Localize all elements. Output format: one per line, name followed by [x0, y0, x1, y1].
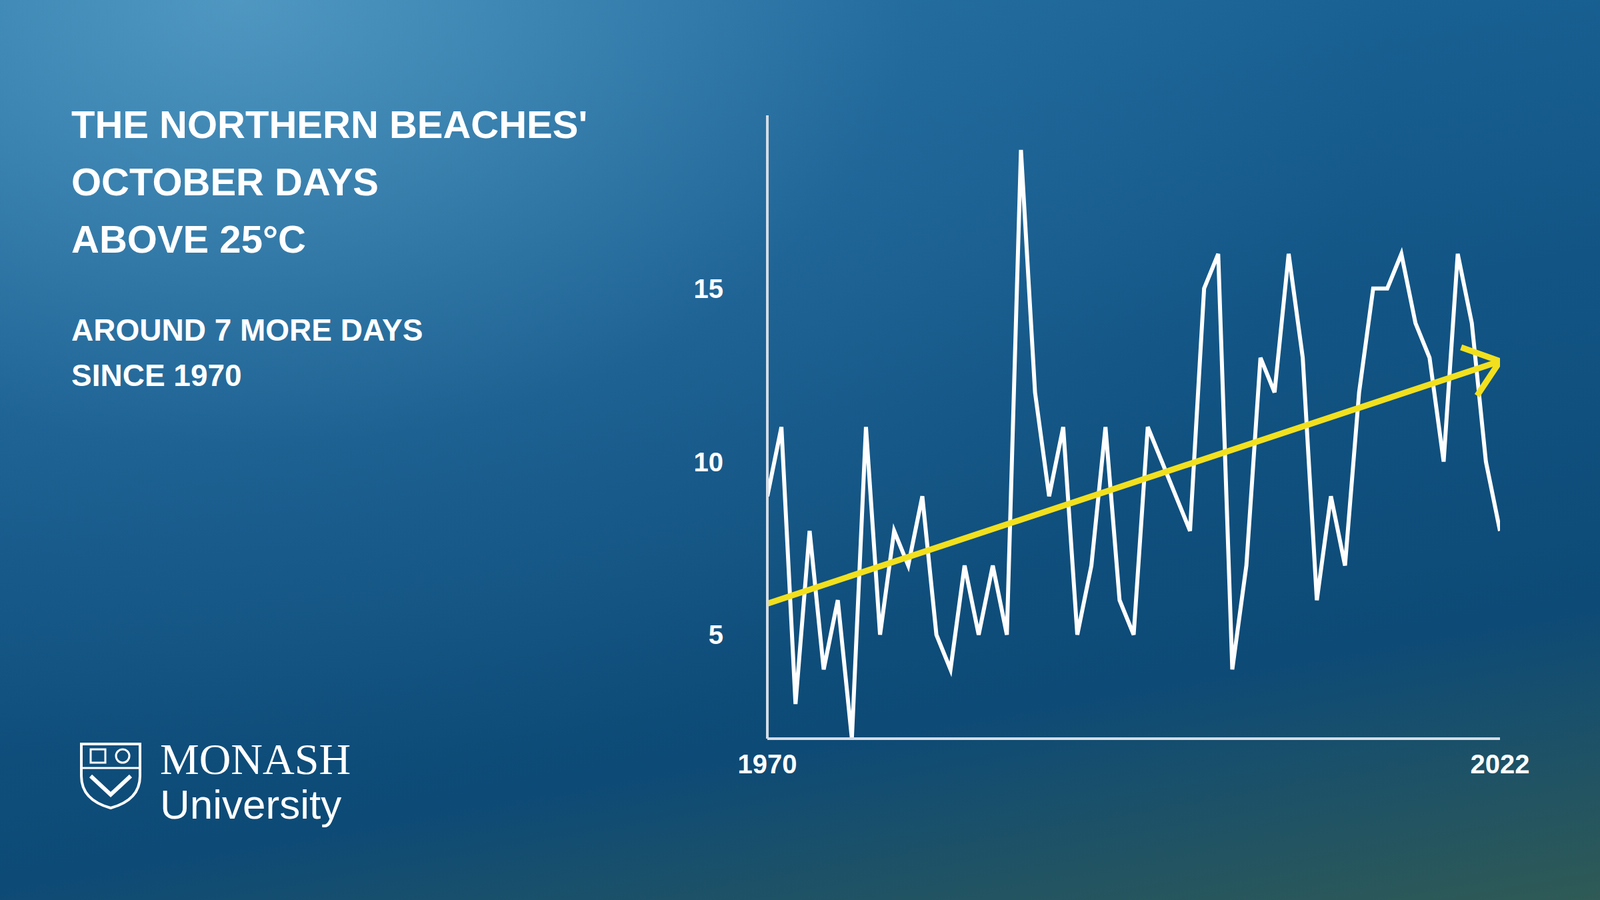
html-text:MONASH: MONASH [160, 734, 351, 784]
html-text:OCTOBER DAYS: OCTOBER DAYS [71, 160, 379, 204]
svg-text:5: 5 [708, 620, 724, 650]
html-text:AROUND 7 MORE DAYS SINCE 1970: AROUND 7 MORE DAYS SINCE 1970 [71, 312, 423, 393]
html-text:THE NORTHERN BEACHES': THE NORTHERN BEACHES' [71, 102, 588, 146]
html-text:University: University [160, 781, 342, 828]
svg-text:2022: 2022 [1470, 749, 1530, 779]
svg-text:1970: 1970 [738, 749, 798, 779]
svg-text:15: 15 [694, 274, 724, 304]
html-text:ABOVE 25°C: ABOVE 25°C [71, 217, 306, 261]
svg-text:10: 10 [694, 447, 724, 477]
